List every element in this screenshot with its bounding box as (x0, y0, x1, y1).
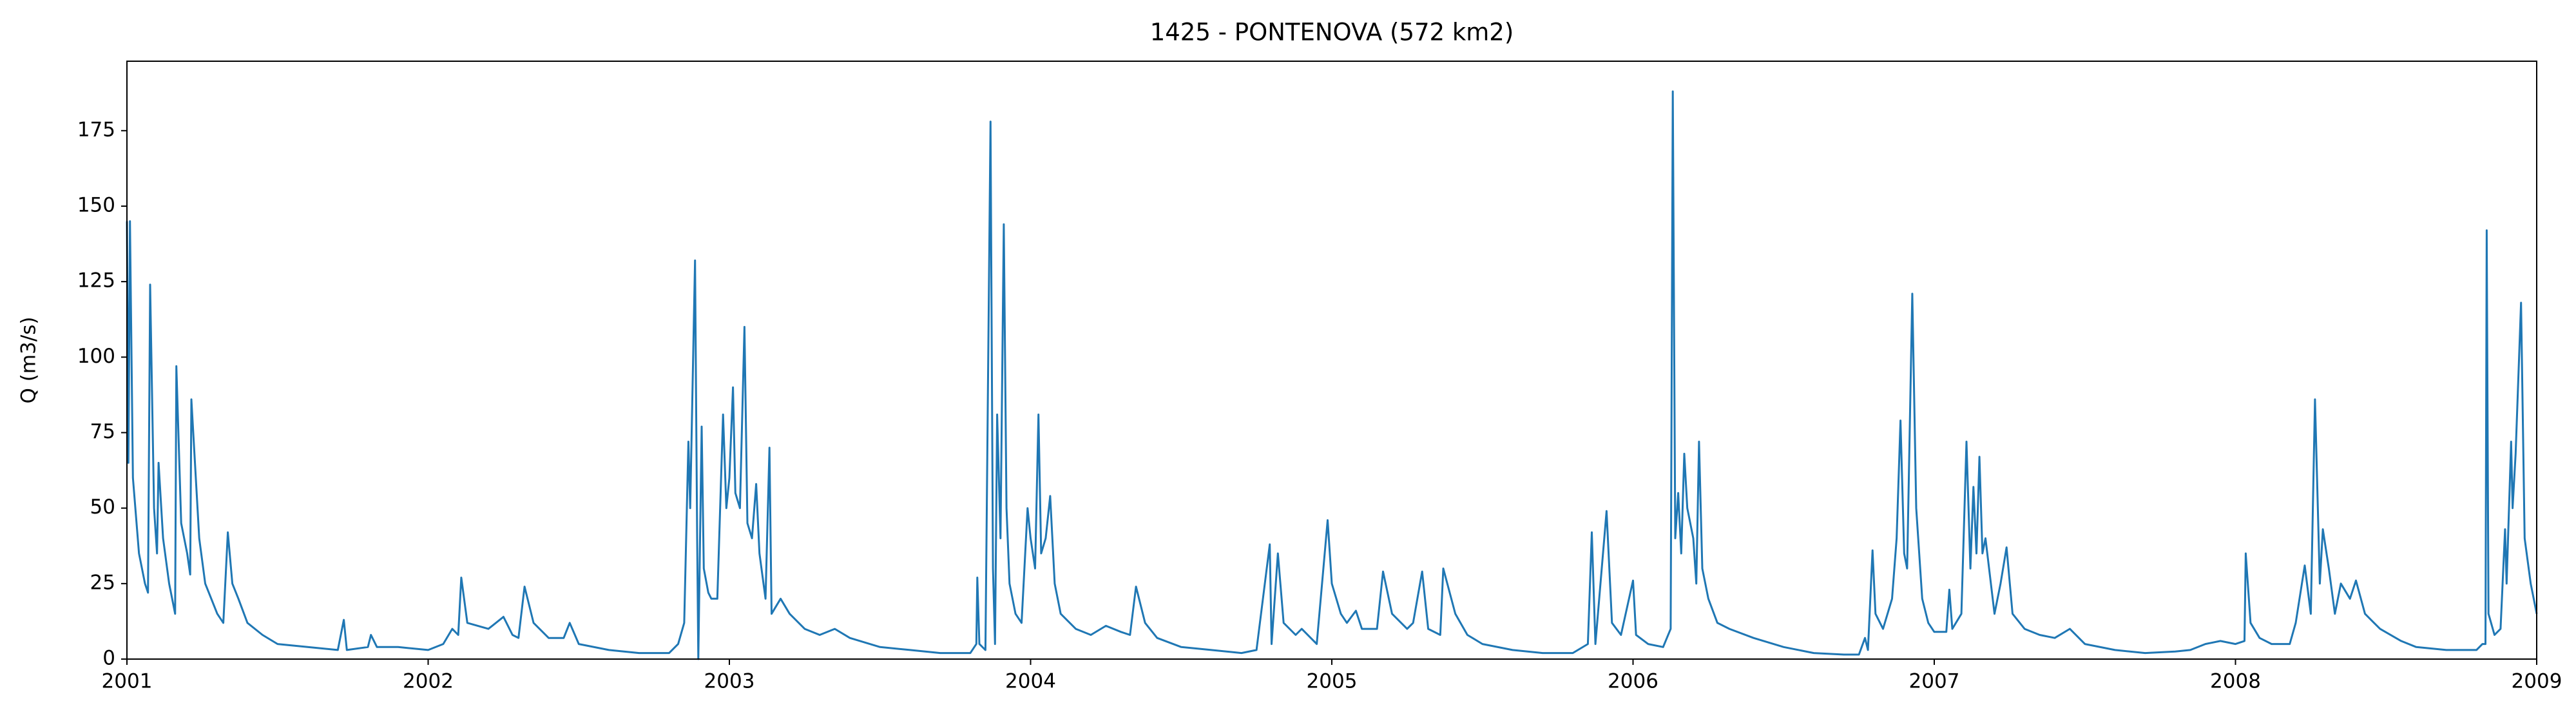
y-tick-label: 125 (77, 269, 115, 292)
y-tick-label: 50 (90, 495, 115, 519)
y-tick-label: 175 (77, 118, 115, 141)
plot-frame (126, 61, 2537, 660)
y-tick-label: 25 (90, 571, 115, 594)
x-tick-label: 2009 (2512, 670, 2562, 693)
chart-title: 1425 - PONTENOVA (572 km2) (1150, 19, 1514, 46)
x-tick-label: 2005 (1307, 670, 1358, 693)
x-tick-label: 2006 (1608, 670, 1658, 693)
y-tick-label: 75 (90, 420, 115, 443)
x-tick-label: 2008 (2210, 670, 2261, 693)
x-tick-label: 2002 (403, 670, 454, 693)
y-axis-label: Q (m3/s) (17, 317, 41, 404)
y-tick-label: 150 (77, 193, 115, 216)
y-tick-label: 0 (102, 647, 115, 670)
data-line (126, 90, 2538, 660)
y-tick-label: 100 (77, 345, 115, 368)
x-tick-label: 2004 (1005, 670, 1056, 693)
x-tick-label: 2007 (1909, 670, 1960, 693)
x-tick-label: 2001 (102, 670, 153, 693)
x-tick-label: 2003 (704, 670, 755, 693)
